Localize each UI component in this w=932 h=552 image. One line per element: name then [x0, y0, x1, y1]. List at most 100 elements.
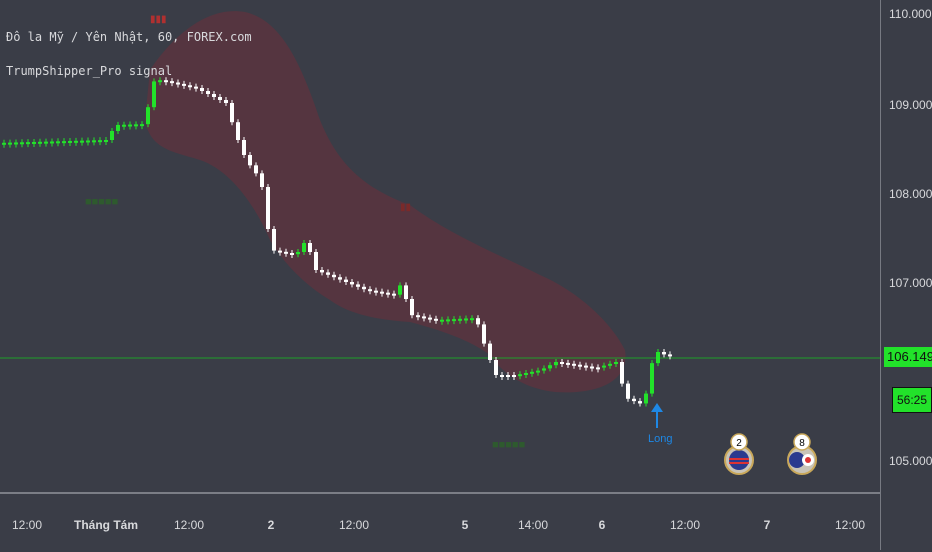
- candle: [104, 140, 108, 142]
- candle: [356, 284, 360, 287]
- candle: [92, 140, 96, 143]
- candle: [560, 362, 564, 364]
- candle: [2, 142, 6, 145]
- indicator-legend[interactable]: TrumpShipper_Pro signal: [6, 64, 173, 78]
- candle: [584, 365, 588, 368]
- candle: [380, 291, 384, 294]
- candle: [284, 251, 288, 254]
- candle: [404, 285, 408, 299]
- candle: [488, 343, 492, 360]
- candle: [344, 279, 348, 282]
- symbol-legend[interactable]: Đô la Mỹ / Yên Nhật, 60, FOREX.com: [6, 30, 252, 44]
- candle: [398, 285, 402, 295]
- time-tick: Tháng Tám: [73, 518, 139, 532]
- candle: [260, 173, 264, 187]
- candle: [152, 81, 156, 108]
- event-count-1: 2: [736, 438, 742, 449]
- candle: [566, 362, 570, 365]
- candle: [68, 140, 72, 143]
- candle: [608, 363, 612, 366]
- time-tick: 14:00: [517, 518, 549, 532]
- candle: [428, 317, 432, 320]
- price-axis[interactable]: 110.000 109.000 108.000 107.000 105.000: [880, 0, 932, 550]
- candle: [266, 187, 270, 229]
- candle: [374, 290, 378, 293]
- price-tick: 107.000: [889, 276, 932, 290]
- candle: [392, 293, 396, 296]
- candle: [446, 319, 450, 322]
- candle: [332, 274, 336, 278]
- candle: [614, 362, 618, 364]
- candle: [548, 365, 552, 369]
- candle: [230, 103, 234, 123]
- candle: [296, 252, 300, 255]
- time-tick: 7: [763, 518, 771, 532]
- candle: [278, 250, 282, 253]
- candle: [224, 100, 228, 103]
- chart-area[interactable]: ■■■■■ ■■■■■ ▮▮ ▮▮▮ Long Đô la Mỹ / Yên N…: [0, 0, 880, 492]
- candle: [572, 363, 576, 366]
- candle: [470, 318, 474, 321]
- candle: [32, 141, 36, 144]
- candle: [668, 354, 672, 357]
- time-axis[interactable]: 12:00 Tháng Tám 12:00 2 12:00 5 14:00 6 …: [0, 492, 880, 552]
- candle: [422, 316, 426, 319]
- candle: [8, 142, 12, 145]
- candle: [20, 142, 24, 145]
- event-flag-us-jp[interactable]: 8: [787, 432, 817, 478]
- candle: [116, 124, 120, 131]
- candle: [620, 362, 624, 384]
- signal-cloud: [145, 11, 626, 393]
- candle: [368, 289, 372, 292]
- candle: [206, 91, 210, 94]
- candle: [458, 318, 462, 321]
- candle: [164, 80, 168, 83]
- time-tick: 6: [598, 518, 606, 532]
- candle: [500, 375, 504, 377]
- candle: [326, 272, 330, 275]
- candle: [308, 243, 312, 252]
- candle: [134, 124, 138, 127]
- candle: [482, 324, 486, 344]
- candle: [452, 319, 456, 322]
- candle: [254, 165, 258, 174]
- candle: [110, 131, 114, 140]
- candle: [242, 140, 246, 155]
- candle: [644, 393, 648, 404]
- candlestick-chart[interactable]: ■■■■■ ■■■■■ ▮▮ ▮▮▮ Long: [0, 0, 880, 492]
- candle: [554, 362, 558, 366]
- candle: [530, 371, 534, 374]
- faded-signal-marker: ▮▮▮: [150, 14, 167, 25]
- time-tick: 12:00: [669, 518, 701, 532]
- candle: [350, 282, 354, 285]
- candle: [434, 318, 438, 321]
- candle: [290, 253, 294, 255]
- candle: [62, 141, 66, 144]
- candle: [518, 374, 522, 377]
- event-flag-us[interactable]: 2: [724, 432, 754, 478]
- candle: [218, 97, 222, 100]
- candle: [140, 124, 144, 127]
- candles: [2, 77, 672, 407]
- candle: [200, 88, 204, 91]
- candle: [38, 141, 42, 144]
- candle: [386, 292, 390, 295]
- time-tick: 2: [267, 518, 275, 532]
- price-tick: 108.000: [889, 187, 932, 201]
- candle: [476, 318, 480, 325]
- candle: [662, 352, 666, 355]
- time-tick: 12:00: [338, 518, 370, 532]
- candle: [626, 383, 630, 399]
- candle: [362, 286, 366, 290]
- price-tick: 110.000: [889, 7, 932, 21]
- candle: [188, 85, 192, 88]
- candle: [74, 140, 78, 143]
- time-tick: 5: [461, 518, 469, 532]
- candle: [578, 364, 582, 367]
- candle: [314, 252, 318, 270]
- candle: [440, 319, 444, 322]
- candle: [170, 81, 174, 84]
- candle: [50, 141, 54, 144]
- candle: [122, 124, 126, 127]
- price-tick: 105.000: [889, 454, 932, 468]
